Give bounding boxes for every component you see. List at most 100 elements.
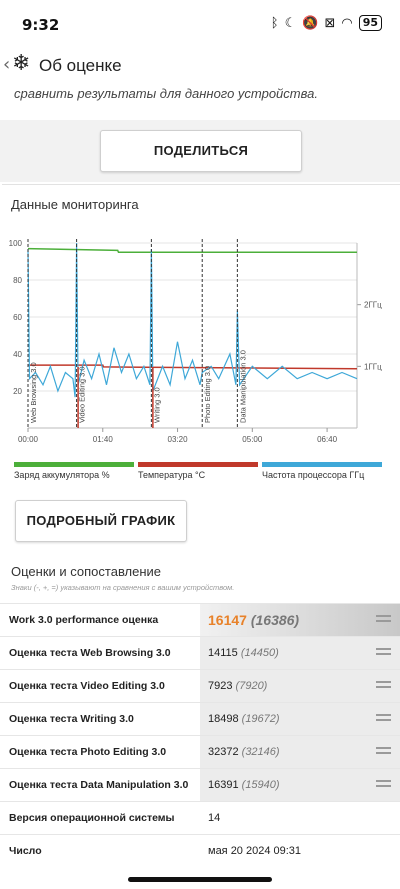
back-button[interactable]: ‹	[3, 54, 11, 75]
intro-card: сравнить результаты для данного устройст…	[0, 82, 400, 121]
score-number: 16391	[208, 779, 239, 791]
intro-text: сравнить результаты для данного устройст…	[14, 86, 318, 101]
score-label: Оценка теста Data Manipulation 3.0	[9, 779, 189, 791]
x-tick-label: 06:40	[317, 435, 338, 444]
y-tick-label: 40	[13, 350, 22, 359]
score-row[interactable]: Work 3.0 performance оценка 16147 (16386)	[0, 603, 400, 636]
row-menu-icon[interactable]	[376, 747, 391, 757]
score-value: 14	[208, 812, 220, 824]
share-button[interactable]: ПОДЕЛИТЬСЯ	[100, 130, 302, 172]
battery-icon: 95	[358, 15, 382, 31]
test-marker-label: Video Editing 3.0	[78, 366, 87, 423]
x-tick-label: 00:00	[18, 435, 39, 444]
score-number: 14	[208, 812, 221, 824]
scores-title: Оценки и сопоставление	[11, 564, 162, 579]
score-comparison: (14450)	[240, 647, 279, 659]
test-marker-label: Photo Editing 3.0	[203, 366, 212, 423]
score-number: 32372	[208, 746, 239, 758]
legend-temperature: Температура °C	[138, 462, 258, 480]
status-bar: 9:32 ᛒ ☾ 🔕 ⊠ ◠ 95	[0, 0, 400, 50]
monitoring-chart[interactable]: 20 40 60 80 100 1ГГц 2ГГц 00:00 01:40 03:20 05:00 0…	[2, 235, 400, 485]
test-marker-label: Data Manipulation 3.0	[238, 350, 247, 423]
detailed-chart-button[interactable]: ПОДРОБНЫЙ ГРАФИК	[15, 500, 187, 542]
score-number: 7923	[208, 680, 233, 692]
score-comparison: (19672)	[241, 713, 280, 725]
test-marker-label: Web Browsing 3.0	[29, 362, 38, 423]
score-row[interactable]: Оценка теста Photo Editing 3.0 32372 (321…	[0, 735, 400, 768]
status-icons: ᛒ ☾ 🔕 ⊠ ◠ 95	[271, 15, 382, 31]
row-menu-icon[interactable]	[376, 681, 391, 691]
row-menu-icon[interactable]	[376, 615, 391, 625]
bluetooth-icon: ᛒ	[270, 15, 279, 31]
test-marker-label: Writing 3.0	[152, 387, 161, 423]
score-value-cell: 14	[200, 802, 400, 834]
score-label: Оценка теста Video Editing 3.0	[9, 680, 165, 692]
score-number: 16147	[208, 612, 247, 628]
legend-battery: Заряд аккумулятора %	[14, 462, 134, 480]
score-row[interactable]: Оценка теста Video Editing 3.0 7923 (7920…	[0, 669, 400, 702]
mute-icon: 🔕	[302, 15, 319, 31]
monitoring-chart-svg: 20 40 60 80 100 1ГГц 2ГГц 00:00 01:40 03:20 05:00 0…	[9, 239, 382, 444]
series-line	[27, 247, 357, 254]
x-tick-label: 03:20	[168, 435, 189, 444]
page-title: Об оценке	[39, 56, 122, 75]
legend-battery-label: Заряд аккумулятора %	[14, 470, 110, 480]
legend-cpu-frequency-label: Частота процессора ГГц	[262, 470, 365, 480]
score-number: мая 20 2024 09:31	[208, 845, 302, 857]
sim-off-icon: ⊠	[324, 15, 336, 31]
score-value: мая 20 2024 09:31	[208, 845, 301, 857]
score-value-cell: 32372 (32146)	[200, 736, 400, 768]
row-menu-icon[interactable]	[376, 714, 391, 724]
score-row[interactable]: Оценка теста Writing 3.0 18498 (19672)	[0, 702, 400, 735]
score-value: 7923 (7920)	[208, 680, 267, 692]
score-comparison: (7920)	[235, 680, 268, 692]
score-label: Число	[9, 845, 42, 857]
score-value-cell: 16391 (15940)	[200, 769, 400, 801]
y-tick-label: 80	[13, 276, 22, 285]
score-value-cell: 14115 (14450)	[200, 637, 400, 669]
score-row[interactable]: Число мая 20 2024 09:31	[0, 834, 400, 867]
series-line	[27, 242, 358, 398]
score-comparison: (32146)	[241, 746, 280, 758]
legend-temperature-label: Температура °C	[138, 470, 206, 480]
y-right-tick-label: 2ГГц	[364, 301, 382, 310]
score-row[interactable]: Оценка теста Web Browsing 3.0 14115 (1445…	[0, 636, 400, 669]
score-value-cell: 7923 (7920)	[200, 670, 400, 702]
score-value: 16147 (16386)	[208, 612, 299, 628]
row-menu-icon[interactable]	[376, 780, 391, 790]
score-value: 32372 (32146)	[208, 746, 280, 758]
monitoring-title: Данные мониторинга	[11, 197, 139, 212]
score-number: 14115	[208, 647, 238, 659]
row-menu-icon[interactable]	[376, 648, 391, 658]
app-bar: ‹ ❄ Об оценке	[0, 50, 400, 80]
score-label: Оценка теста Writing 3.0	[9, 713, 134, 725]
series-line	[28, 364, 358, 370]
y-tick-label: 100	[9, 239, 23, 248]
score-label: Work 3.0 performance оценка	[9, 614, 159, 626]
y-tick-label: 60	[13, 313, 22, 322]
score-number: 18498	[208, 713, 239, 725]
score-label: Оценка теста Photo Editing 3.0	[9, 746, 167, 758]
score-label: Версия операционной системы	[9, 812, 175, 824]
score-value: 18498 (19672)	[208, 713, 280, 725]
wifi-icon: ◠	[341, 15, 353, 31]
legend-temperature-swatch	[138, 462, 258, 467]
snowflake-logo-icon: ❄	[12, 51, 31, 76]
scores-section: Оценки и сопоставление Знаки (-, +, =) у…	[0, 554, 400, 889]
gesture-nav-bar[interactable]	[128, 877, 272, 882]
score-comparison: (15940)	[241, 779, 280, 791]
monitoring-card: Данные мониторинга 20 40 60 80 100 1ГГц 2ГГц 00…	[2, 184, 400, 555]
score-value-cell: 18498 (19672)	[200, 703, 400, 735]
score-value: 16391 (15940)	[208, 779, 280, 791]
score-value-cell: 16147 (16386)	[200, 604, 400, 636]
legend-cpu-frequency-swatch	[262, 462, 382, 467]
legend-cpu-frequency: Частота процессора ГГц	[262, 462, 382, 480]
legend-battery-swatch	[14, 462, 134, 467]
score-row[interactable]: Версия операционной системы 14	[0, 801, 400, 834]
y-tick-label: 20	[13, 387, 22, 396]
score-row[interactable]: Оценка теста Data Manipulation 3.0 16391 …	[0, 768, 400, 801]
scores-note: Знаки (-, +, =) указывают на сравнения с…	[11, 583, 235, 592]
status-time: 9:32	[22, 16, 60, 34]
x-tick-label: 01:40	[93, 435, 114, 444]
score-value: 14115 (14450)	[208, 647, 279, 659]
